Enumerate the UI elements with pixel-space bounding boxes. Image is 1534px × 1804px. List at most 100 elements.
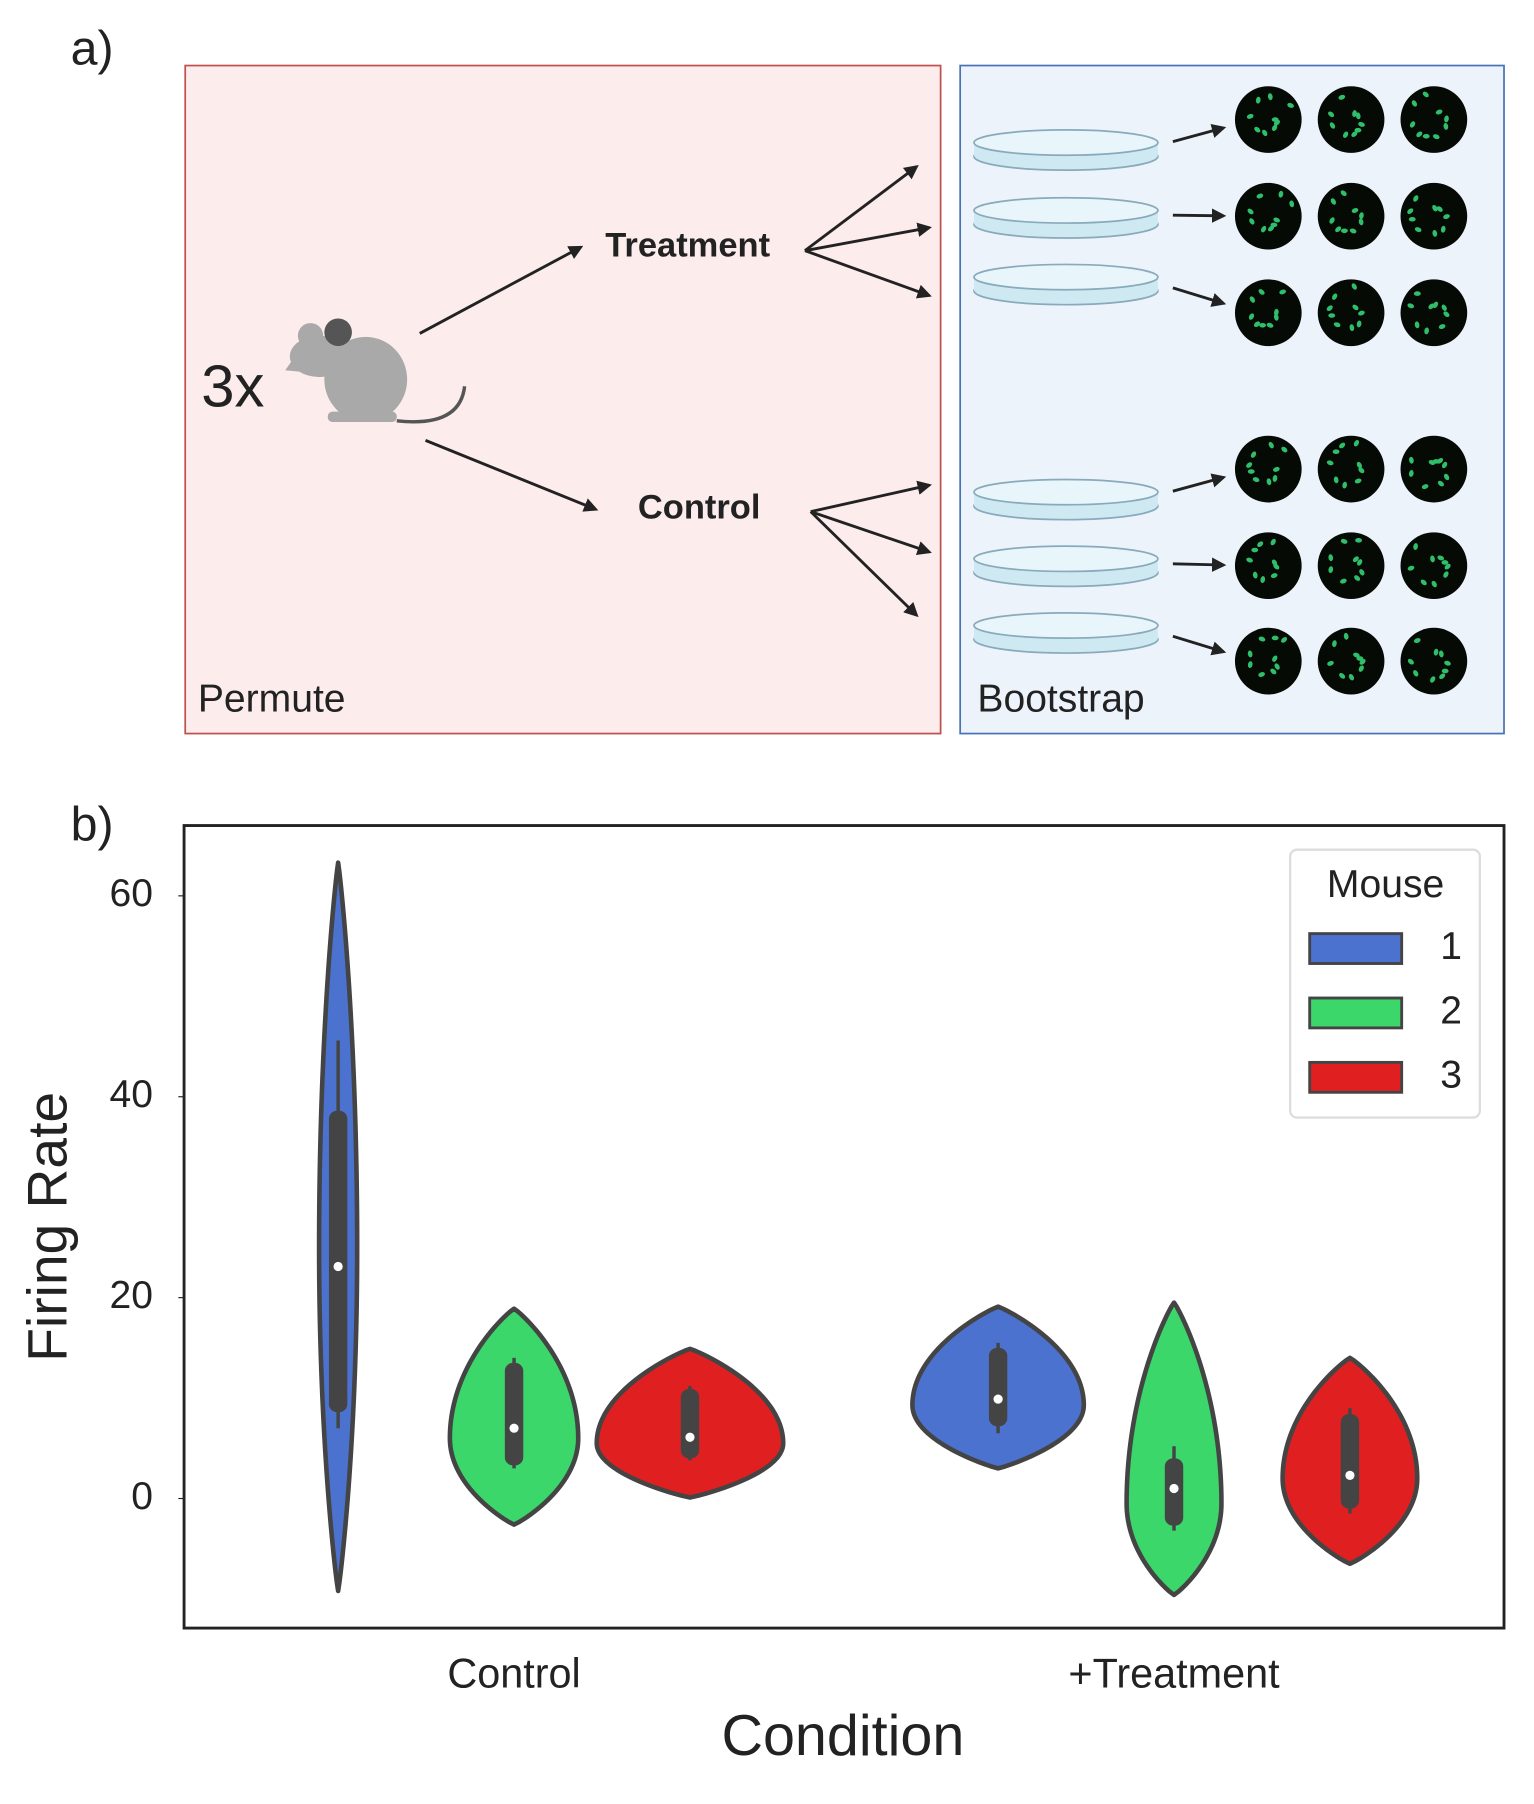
cell xyxy=(1268,225,1275,232)
cell xyxy=(1441,304,1447,311)
cell xyxy=(1407,208,1414,214)
cell xyxy=(1333,322,1341,328)
cell xyxy=(1340,190,1347,197)
cell xyxy=(1281,637,1288,643)
cell xyxy=(1339,673,1346,679)
cell xyxy=(1328,313,1336,318)
cell xyxy=(1279,289,1287,295)
cell-image xyxy=(1400,627,1468,695)
cell xyxy=(1356,320,1362,328)
cell xyxy=(1249,218,1255,225)
median xyxy=(1345,1470,1355,1481)
cell xyxy=(1358,218,1364,226)
panel-label: b) xyxy=(71,798,114,852)
cell xyxy=(1268,441,1274,449)
cell xyxy=(1247,650,1253,658)
plot-frame xyxy=(182,824,1506,1630)
cell xyxy=(1349,228,1357,234)
cell xyxy=(1258,289,1265,295)
arrow xyxy=(1172,286,1227,307)
cell xyxy=(1359,212,1364,220)
cell-image xyxy=(1317,532,1385,600)
cell xyxy=(1444,660,1451,666)
cell xyxy=(1271,635,1279,641)
cell xyxy=(1333,476,1339,484)
cell xyxy=(1437,480,1444,487)
legend-label: 3 xyxy=(1440,1054,1462,1097)
cell xyxy=(1271,124,1278,131)
cell xyxy=(1273,308,1279,316)
cell-image xyxy=(1317,627,1385,695)
cell xyxy=(1416,131,1423,138)
cell-image xyxy=(1317,86,1385,153)
box xyxy=(1340,1414,1360,1509)
cell xyxy=(1355,538,1363,543)
plot xyxy=(316,860,1420,1598)
cell xyxy=(1358,310,1365,316)
cell xyxy=(1289,200,1295,208)
cell xyxy=(1358,121,1365,127)
y-axis-title: Firing Rate xyxy=(16,1092,78,1362)
cell xyxy=(1330,198,1337,205)
subject-count: 3x xyxy=(201,353,264,420)
arrow xyxy=(1172,208,1227,223)
cell xyxy=(1327,660,1334,666)
cell xyxy=(1246,557,1253,563)
cell xyxy=(1407,565,1415,571)
cell xyxy=(1351,283,1357,290)
cell xyxy=(1407,303,1415,309)
cell xyxy=(1351,208,1359,213)
cell xyxy=(1352,110,1357,118)
cell xyxy=(1326,305,1333,312)
cell xyxy=(1258,636,1266,642)
cell xyxy=(1432,204,1438,212)
box xyxy=(988,1347,1008,1427)
legend-label: 1 xyxy=(1440,925,1462,968)
arrow xyxy=(809,510,919,618)
group-label: Treatment xyxy=(605,226,770,264)
cell xyxy=(1441,560,1449,565)
cell xyxy=(1332,449,1340,455)
cell xyxy=(1352,556,1359,563)
cell xyxy=(1413,670,1419,677)
cell xyxy=(1340,538,1348,544)
cell xyxy=(1428,460,1436,465)
cell xyxy=(1435,109,1443,115)
cell xyxy=(1343,632,1349,640)
legend-title: Mouse xyxy=(1327,863,1444,906)
cell-image xyxy=(1234,627,1302,695)
cell xyxy=(1253,321,1261,328)
cell xyxy=(1256,193,1264,199)
cell xyxy=(1359,659,1366,665)
box xyxy=(504,1362,524,1466)
permute-panel xyxy=(184,64,942,735)
cell xyxy=(1433,648,1439,656)
cell xyxy=(1443,473,1450,481)
legend-label: 2 xyxy=(1440,989,1462,1032)
cell-image xyxy=(1400,435,1468,503)
cell xyxy=(1338,94,1346,100)
cell xyxy=(1287,102,1294,108)
cell xyxy=(1254,126,1261,133)
cell xyxy=(1273,466,1280,472)
cell xyxy=(1408,216,1416,222)
cell xyxy=(1357,559,1363,566)
cell xyxy=(1329,217,1335,224)
cell xyxy=(1409,121,1416,128)
cell xyxy=(1266,478,1272,486)
y-tick-label: 40 xyxy=(110,1073,153,1116)
arrow xyxy=(424,439,599,512)
cell xyxy=(1248,313,1255,320)
cell xyxy=(1342,481,1348,489)
median xyxy=(1169,1483,1179,1494)
cell xyxy=(1246,113,1254,119)
cell xyxy=(1355,112,1361,120)
cell xyxy=(1246,462,1253,468)
cell xyxy=(1249,296,1256,303)
cell xyxy=(1342,131,1349,138)
cell xyxy=(1335,226,1342,233)
cell xyxy=(1353,440,1360,447)
cell xyxy=(1443,122,1449,130)
legend-box xyxy=(1288,848,1482,1119)
median xyxy=(685,1432,695,1442)
